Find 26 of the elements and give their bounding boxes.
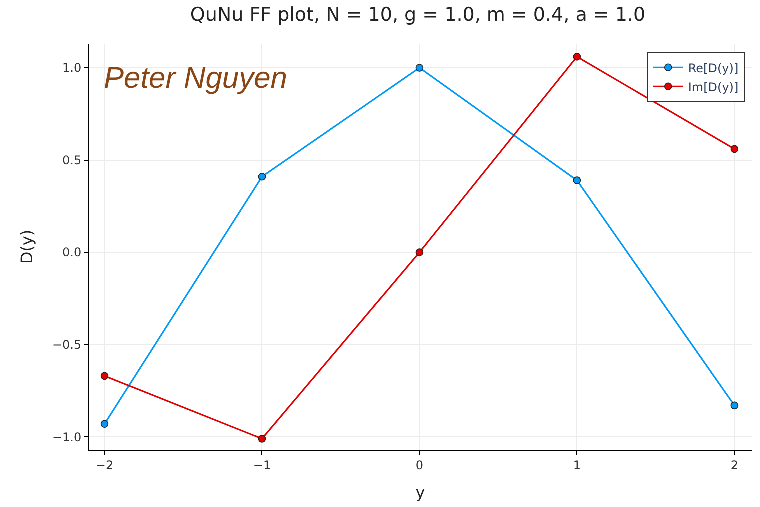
y-axis-title: D(y) [17,230,36,264]
point [416,248,424,256]
point [573,176,582,184]
x-tick-label: 0 [416,458,424,472]
point [258,172,266,181]
x-tick-label: 1 [573,458,582,472]
legend-label: Re[D(y)] [688,61,739,76]
y-tick-label: 1.0 [62,61,82,76]
chart-title: QuNu FF plot, N = 10, g = 1.0, m = 0.4, a = 1.0 [190,4,646,26]
y-tick-label: −0.5 [52,338,82,352]
point [730,145,739,154]
point [100,372,109,380]
point [573,53,582,61]
x-tick-label: 2 [730,458,738,472]
annotation: Peter Nguyen [104,62,288,95]
y-tick-label: 0.0 [62,246,82,260]
x-tick-label: −1 [253,458,272,472]
x-axis-title: y [416,483,426,502]
point [258,435,266,443]
point [416,64,424,72]
point [730,402,739,410]
x-tick-label: −2 [96,458,114,472]
y-tick-label: 0.5 [62,153,82,168]
legend-label: Im[D(y)] [688,80,739,94]
y-tick-label: −1.0 [52,430,82,444]
point [100,420,109,428]
